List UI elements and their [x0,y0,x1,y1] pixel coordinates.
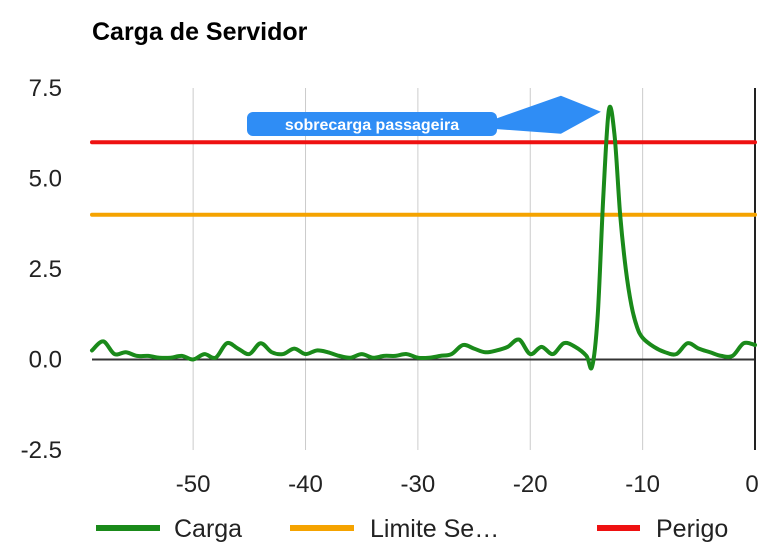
y-tick-label: -2.5 [21,437,62,464]
x-tick-label: -30 [401,471,436,498]
legend-label: Limite Se… [370,515,499,543]
annotation: sobrecarga passageira [247,95,601,136]
annotation-box [247,112,497,136]
x-tick-label: -20 [513,471,548,498]
legend-label: Carga [174,515,242,543]
series-lines [90,104,757,371]
chart-title: Carga de Servidor [92,18,308,46]
y-tick-label: 2.5 [29,256,62,283]
x-tick-label: 0 [745,471,758,498]
annotation-arrow [495,95,601,134]
legend-label: Perigo [656,515,728,543]
x-axis-ticks: -50 -40 -30 -20 -10 0 [176,471,759,498]
annotation-text: sobrecarga passageira [285,117,459,134]
x-tick-label: -10 [625,471,660,498]
legend: Carga Limite Se… Perigo [96,515,728,543]
y-tick-label: 5.0 [29,166,62,193]
y-tick-label: 0.0 [29,347,62,374]
series-line-carga [90,104,757,371]
x-tick-label: -40 [288,471,323,498]
x-tick-label: -50 [176,471,211,498]
y-axis-ticks: -2.5 0.0 2.5 5.0 7.5 [21,75,62,464]
y-tick-label: 7.5 [29,75,62,102]
